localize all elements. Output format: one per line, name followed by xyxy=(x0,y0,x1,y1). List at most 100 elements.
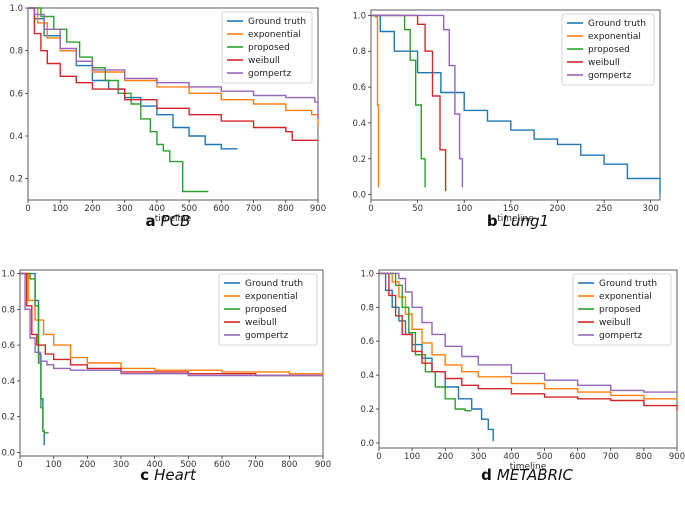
x-axis-label: timeline xyxy=(497,214,534,224)
y-tick-label: 1.0 xyxy=(352,11,366,21)
y-tick-label: 0.2 xyxy=(9,175,23,185)
x-tick-label: 100 xyxy=(52,204,68,214)
y-tick-label: 0.2 xyxy=(352,155,366,165)
x-tick-label: 200 xyxy=(79,460,95,470)
caption-letter: a xyxy=(145,212,156,230)
x-tick-label: 0 xyxy=(368,204,373,214)
chart-panel-heart: 0 100 200 300 400 500 600 700 800 900 0.0 0.2 0.4 0.6… xyxy=(1,270,331,470)
caption-pcb: a PCB xyxy=(146,212,191,230)
y-tick-label: 0.4 xyxy=(9,132,23,142)
chart-panel-metabric: 0 100 200 300 400 500 600 700 800 900 0.0 0.2 0.4 0.6… xyxy=(360,269,685,472)
x-tick-label: 600 xyxy=(213,204,229,214)
x-tick-label: 0 xyxy=(376,452,381,462)
x-tick-label: 300 xyxy=(117,204,133,214)
legend: Ground truth exponential proposed weibull go… xyxy=(221,11,313,84)
chart-panel-pcb: 0 100 200 300 400 500 600 700 800 900 0.2 0.4 0.6 0.8… xyxy=(9,4,326,224)
x-tick-label: 400 xyxy=(147,460,163,470)
legend-entry: Ground truth xyxy=(245,279,303,289)
caption-name: METABRIC xyxy=(496,466,573,484)
x-tick-label: 100 xyxy=(456,204,472,214)
series-line-gompertz xyxy=(379,272,677,393)
y-tick-label: 0.6 xyxy=(1,341,15,351)
x-tick-label: 200 xyxy=(84,204,100,214)
caption-letter: c xyxy=(140,466,150,484)
legend: Ground truth exponential proposed weibull go… xyxy=(561,13,655,86)
y-tick-label: 0.0 xyxy=(360,439,374,449)
x-tick-label: 250 xyxy=(596,204,612,214)
y-tick-label: 0.4 xyxy=(352,119,366,129)
y-tick-label: 0.2 xyxy=(360,405,374,415)
legend-entry: weibull xyxy=(248,56,280,66)
x-tick-label: 100 xyxy=(404,452,420,462)
y-tick-label: 0.8 xyxy=(352,47,366,57)
legend-entry: gompertz xyxy=(245,331,288,341)
legend-entry: weibull xyxy=(588,58,620,68)
y-tick-label: 0.4 xyxy=(1,377,15,387)
legend-entry: Ground truth xyxy=(588,19,646,29)
legend-entry: weibull xyxy=(245,318,277,328)
y-tick-label: 0.4 xyxy=(360,371,374,381)
x-tick-label: 300 xyxy=(113,460,129,470)
y-tick-label: 0.0 xyxy=(352,191,366,201)
x-tick-label: 500 xyxy=(536,452,552,462)
y-tick-label: 1.0 xyxy=(360,269,374,279)
x-tick-label: 800 xyxy=(278,204,294,214)
series-line-exponential xyxy=(20,272,324,376)
x-tick-label: 700 xyxy=(245,204,261,214)
caption-letter: b xyxy=(486,212,498,230)
x-tick-label: 900 xyxy=(310,204,326,214)
legend-box xyxy=(572,273,672,346)
x-tick-label: 50 xyxy=(412,204,423,214)
x-tick-label: 150 xyxy=(503,204,519,214)
x-tick-label: 500 xyxy=(180,460,196,470)
x-tick-label: 500 xyxy=(181,204,197,214)
legend-entry: exponential xyxy=(599,292,652,302)
series-line-gompertz xyxy=(371,14,464,188)
x-tick-label: 200 xyxy=(437,452,453,462)
legend-entry: Ground truth xyxy=(599,279,657,289)
x-tick-label: 300 xyxy=(470,452,486,462)
legend-entry: proposed xyxy=(248,43,290,53)
x-tick-label: 100 xyxy=(46,460,62,470)
y-tick-label: 1.0 xyxy=(9,4,23,14)
x-tick-label: 900 xyxy=(669,452,685,462)
caption-letter: d xyxy=(481,466,492,484)
series-line-ground-truth xyxy=(371,14,661,195)
x-axis-label: timeline xyxy=(155,214,192,224)
series-line-gompertz xyxy=(28,7,319,119)
legend-box xyxy=(221,11,313,84)
legend-box xyxy=(218,273,318,346)
x-tick-label: 700 xyxy=(248,460,264,470)
legend-entry: exponential xyxy=(248,30,301,40)
x-axis-label: timeline xyxy=(510,462,547,472)
x-tick-label: 300 xyxy=(643,204,659,214)
x-tick-label: 600 xyxy=(214,460,230,470)
legend-box xyxy=(561,13,655,86)
y-tick-label: 0.2 xyxy=(1,413,15,423)
y-tick-label: 0.8 xyxy=(360,303,374,313)
series-line-weibull xyxy=(28,7,318,141)
series-line-exponential xyxy=(379,272,678,401)
series-line-ground-truth xyxy=(379,272,494,442)
caption-heart: c Heart xyxy=(140,466,196,484)
x-tick-label: 400 xyxy=(149,204,165,214)
y-tick-label: 0.0 xyxy=(1,448,15,458)
x-tick-label: 800 xyxy=(281,460,297,470)
caption-lung1: b Lung1 xyxy=(487,212,549,230)
y-tick-label: 0.6 xyxy=(352,83,366,93)
legend-entry: weibull xyxy=(599,318,631,328)
legend: Ground truth exponential proposed weibull go… xyxy=(218,273,318,346)
legend-entry: Ground truth xyxy=(248,17,306,27)
x-tick-label: 0 xyxy=(17,460,22,470)
legend-entry: gompertz xyxy=(599,331,642,341)
y-tick-label: 0.8 xyxy=(9,47,23,57)
x-tick-label: 800 xyxy=(636,452,652,462)
legend-entry: proposed xyxy=(599,305,641,315)
x-tick-label: 0 xyxy=(25,204,30,214)
x-tick-label: 600 xyxy=(570,452,586,462)
caption-name: Lung1 xyxy=(502,212,550,230)
caption-name: Heart xyxy=(154,466,196,484)
x-tick-label: 400 xyxy=(503,452,519,462)
caption-metabric: d METABRIC xyxy=(481,466,573,484)
